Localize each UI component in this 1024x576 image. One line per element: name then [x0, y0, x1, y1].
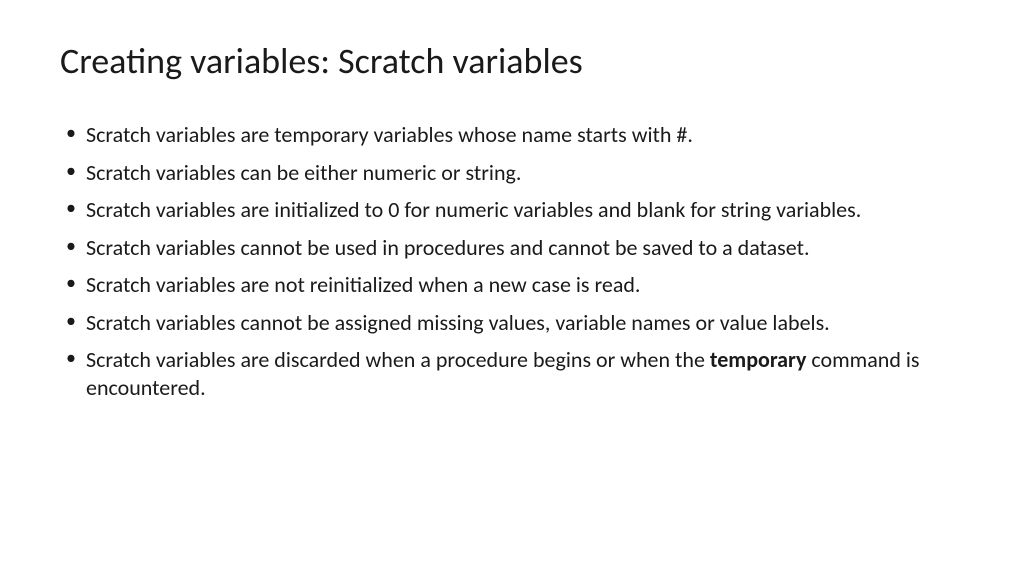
list-item: Scratch variables cannot be used in proc… [60, 234, 964, 262]
bullet-text: Scratch variables are initialized to 0 f… [86, 196, 861, 223]
list-item: Scratch variables are temporary variable… [60, 121, 964, 149]
list-item: Scratch variables can be either numeric … [60, 159, 964, 187]
bullet-list: Scratch variables are temporary variable… [60, 121, 964, 401]
bullet-text: Scratch variables cannot be assigned mis… [86, 309, 830, 336]
bullet-text: Scratch variables cannot be used in proc… [86, 234, 810, 261]
bullet-text: Scratch variables can be either numeric … [86, 159, 521, 186]
bullet-text-pre: Scratch variables are discarded when a p… [86, 346, 710, 373]
list-item: Scratch variables are not reinitialized … [60, 271, 964, 299]
slide-title: Creating variables: Scratch variables [60, 40, 964, 83]
list-item: Scratch variables are initialized to 0 f… [60, 196, 964, 224]
slide: Creating variables: Scratch variables Sc… [0, 0, 1024, 576]
bullet-text: Scratch variables are not reinitialized … [86, 271, 641, 298]
bullet-text: Scratch variables are temporary variable… [86, 121, 693, 148]
list-item: Scratch variables are discarded when a p… [60, 346, 964, 401]
bullet-text-bold: temporary [710, 346, 807, 373]
list-item: Scratch variables cannot be assigned mis… [60, 309, 964, 337]
